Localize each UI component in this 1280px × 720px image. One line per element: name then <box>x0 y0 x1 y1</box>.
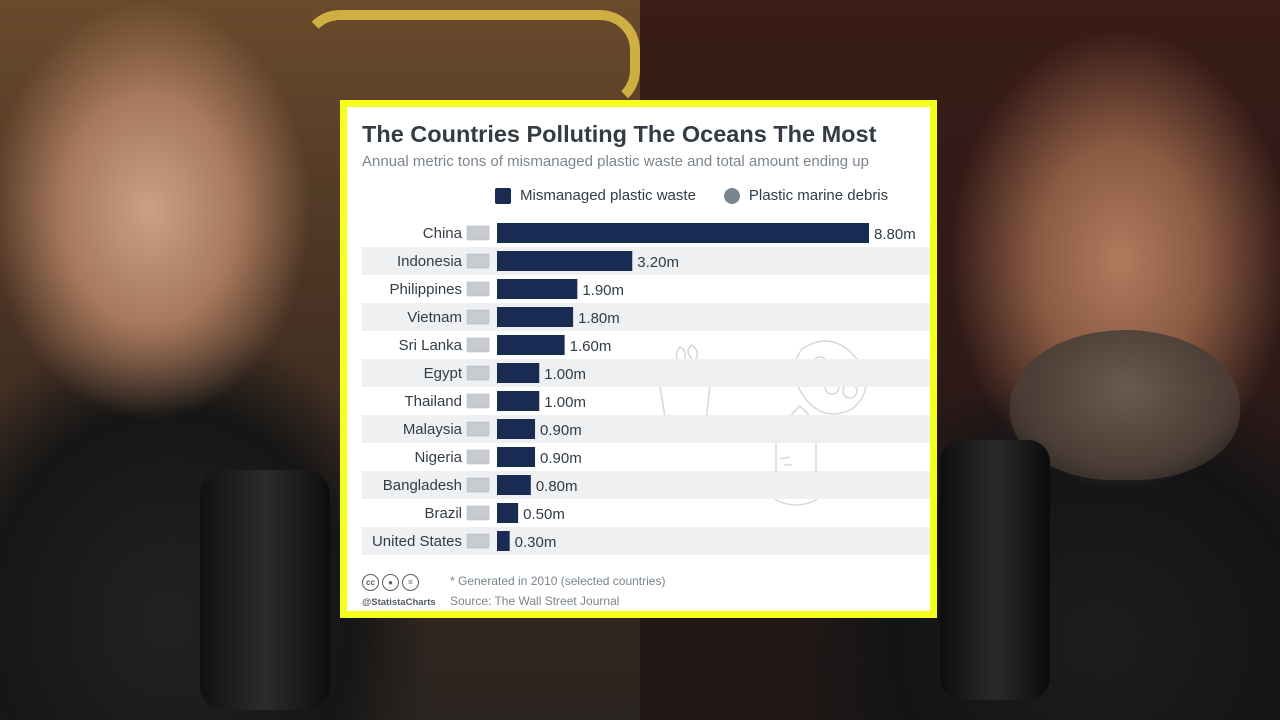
row-stripe <box>362 247 930 275</box>
flag-indonesia-icon <box>466 253 490 269</box>
value-label-united-states: 0.30m <box>515 534 557 551</box>
bar-bangladesh <box>497 475 531 495</box>
neon-sign <box>300 10 640 110</box>
category-label-united-states: United States <box>372 533 462 550</box>
category-label-sri-lanka: Sri Lanka <box>399 337 463 354</box>
bar-brazil <box>497 503 519 523</box>
category-label-nigeria: Nigeria <box>414 449 462 466</box>
value-label-china: 8.80m <box>874 226 916 243</box>
flag-malaysia-icon <box>466 421 490 437</box>
equals-icon: = <box>402 574 419 591</box>
flag-sri-lanka-icon <box>466 337 490 353</box>
value-label-egypt: 1.00m <box>544 366 586 383</box>
category-label-bangladesh: Bangladesh <box>383 477 462 494</box>
chart-card: The Countries Polluting The Oceans The M… <box>340 100 937 618</box>
row-stripe <box>362 527 930 555</box>
license-icons: cc ● = <box>362 574 419 591</box>
legend-label-mismanaged: Mismanaged plastic waste <box>520 187 696 204</box>
value-label-vietnam: 1.80m <box>578 310 620 327</box>
chart-note: * Generated in 2010 (selected countries) <box>450 574 666 588</box>
bar-united-states <box>497 531 510 551</box>
value-label-indonesia: 3.20m <box>637 254 679 271</box>
category-label-thailand: Thailand <box>404 393 462 410</box>
bar-malaysia <box>497 419 536 439</box>
cc-icon: cc <box>362 574 379 591</box>
flag-bangladesh-icon <box>466 477 490 493</box>
flag-brazil-icon <box>466 505 490 521</box>
category-label-egypt: Egypt <box>424 365 463 382</box>
chart-subtitle: Annual metric tons of mismanaged plastic… <box>362 153 869 170</box>
flag-nigeria-icon <box>466 449 490 465</box>
bar-thailand <box>497 391 540 411</box>
video-background-right <box>640 0 1280 720</box>
microphone-right <box>940 440 1050 700</box>
statista-credit: @StatistaCharts <box>362 597 436 608</box>
chart-title: The Countries Polluting The Oceans The M… <box>362 121 877 147</box>
row-stripe <box>362 415 930 443</box>
row-stripe <box>362 471 930 499</box>
legend-label-marine-debris: Plastic marine debris <box>748 187 889 204</box>
chart-source: Source: The Wall Street Journal <box>450 594 620 608</box>
flag-egypt-icon <box>466 365 490 381</box>
category-label-brazil: Brazil <box>424 505 462 522</box>
value-label-malaysia: 0.90m <box>540 422 582 439</box>
row-stripe <box>362 303 930 331</box>
category-label-malaysia: Malaysia <box>403 421 463 438</box>
bar-china <box>497 223 869 243</box>
bar-chart: China 8.80m Indonesia 3.20m Philippines 1.90m… <box>362 223 930 555</box>
bar-sri-lanka <box>497 335 565 355</box>
flag-united-states-icon <box>466 533 490 549</box>
person-icon: ● <box>382 574 399 591</box>
value-label-nigeria: 0.90m <box>540 450 582 467</box>
value-label-bangladesh: 0.80m <box>536 478 578 495</box>
category-label-china: China <box>423 225 463 242</box>
value-label-thailand: 1.00m <box>544 394 586 411</box>
category-label-philippines: Philippines <box>389 281 462 298</box>
flag-philippines-icon <box>466 281 490 297</box>
legend-swatch-marine-debris <box>723 187 740 204</box>
value-label-brazil: 0.50m <box>523 506 565 523</box>
category-label-vietnam: Vietnam <box>407 309 462 326</box>
value-label-sri-lanka: 1.60m <box>570 338 612 355</box>
bar-indonesia <box>497 251 633 271</box>
microphone-left <box>200 470 330 710</box>
bar-egypt <box>497 363 540 383</box>
row-stripe <box>362 359 930 387</box>
category-label-indonesia: Indonesia <box>397 253 463 270</box>
flag-thailand-icon <box>466 393 490 409</box>
flag-china-icon <box>466 225 490 241</box>
value-label-philippines: 1.90m <box>582 282 624 299</box>
bar-philippines <box>497 279 578 299</box>
flag-vietnam-icon <box>466 309 490 325</box>
legend-swatch-mismanaged <box>495 187 511 204</box>
bar-nigeria <box>497 447 536 467</box>
chart-legend: Mismanaged plastic waste Plastic marine … <box>495 187 888 204</box>
bar-vietnam <box>497 307 574 327</box>
